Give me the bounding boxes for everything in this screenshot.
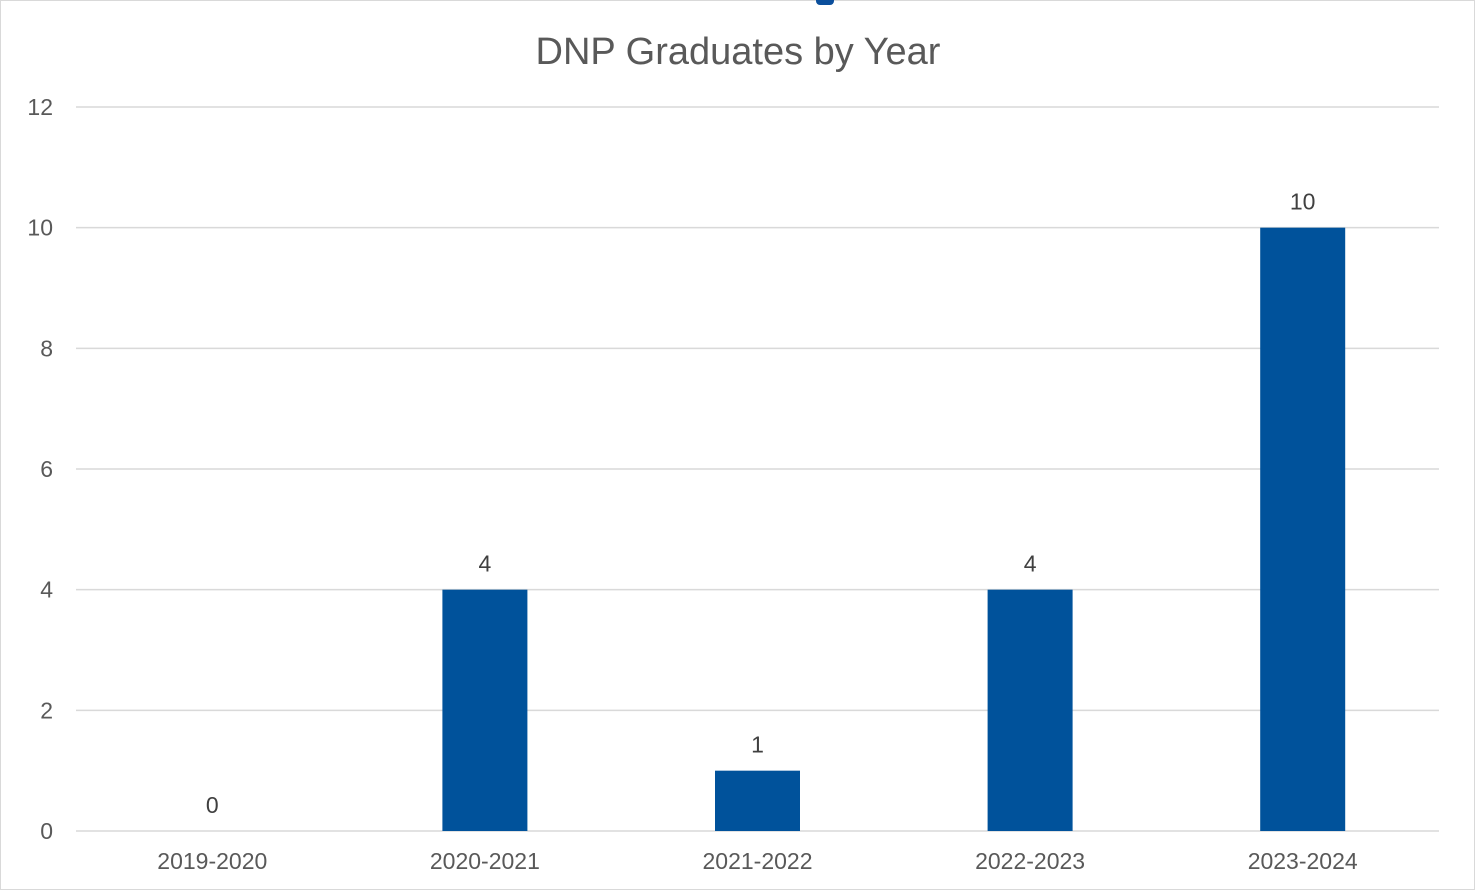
x-tick-label: 2022-2023: [975, 848, 1085, 874]
y-tick-label: 0: [40, 818, 53, 844]
bars: [442, 227, 1346, 831]
data-label: 1: [751, 732, 764, 758]
data-label: 10: [1290, 189, 1316, 215]
chart-selection-handle[interactable]: [816, 0, 834, 5]
data-label: 4: [479, 551, 492, 577]
x-axis-ticks: 2019-2020 2020-2021 2021-2022 2022-2023 2023…: [157, 848, 1358, 874]
x-tick-label: 2023-2024: [1248, 848, 1358, 874]
bar-2023-2024[interactable]: [1260, 227, 1346, 831]
bar-2022-2023[interactable]: [987, 589, 1073, 831]
y-tick-label: 8: [40, 335, 53, 361]
y-tick-label: 4: [40, 577, 53, 603]
data-label: 0: [206, 792, 219, 818]
x-tick-label: 2020-2021: [430, 848, 540, 874]
y-tick-label: 2: [40, 697, 53, 723]
y-tick-label: 10: [27, 215, 53, 241]
data-label: 4: [1024, 551, 1037, 577]
x-tick-label: 2019-2020: [157, 848, 267, 874]
data-labels: 0 4 1 4 10: [206, 189, 1316, 818]
y-axis-ticks: 0 2 4 6 8 10 12: [27, 94, 53, 844]
y-tick-label: 12: [27, 94, 53, 120]
gridlines: [76, 106, 1439, 832]
bar-2020-2021[interactable]: [442, 589, 528, 831]
y-tick-label: 6: [40, 456, 53, 482]
chart-title: DNP Graduates by Year: [536, 31, 941, 73]
bar-2021-2022[interactable]: [715, 770, 800, 831]
x-tick-label: 2021-2022: [703, 848, 813, 874]
